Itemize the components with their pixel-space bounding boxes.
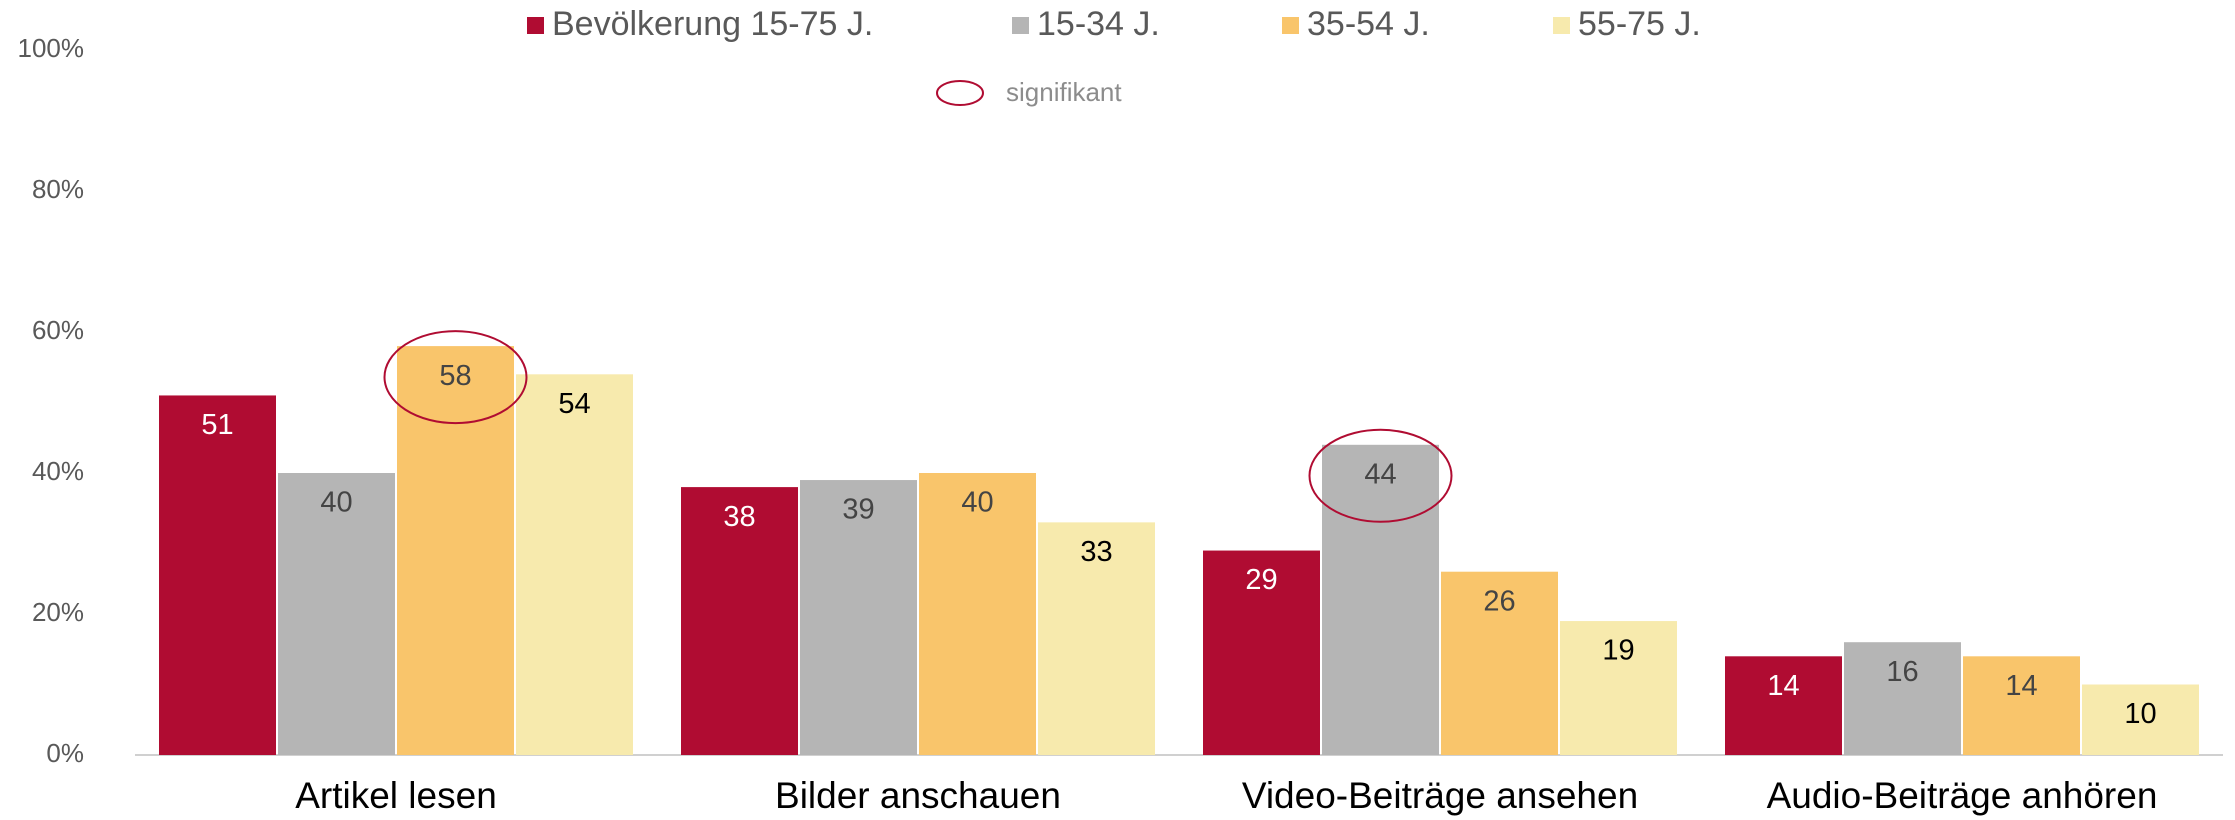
bar [919,473,1036,755]
x-tick-label: Artikel lesen [295,775,497,816]
y-tick-label: 100% [18,33,85,63]
y-tick-label: 60% [32,315,84,345]
data-label: 10 [2124,698,2156,730]
bar [1844,642,1961,755]
y-tick-label: 0% [46,738,84,768]
bar [800,480,917,755]
bar [681,487,798,755]
y-tick-label: 80% [32,174,84,204]
data-label: 40 [961,487,993,519]
y-tick-label: 40% [32,456,84,486]
data-label: 19 [1602,635,1634,667]
y-tick-label: 20% [32,597,84,627]
data-label: 40 [320,487,352,519]
bar [1560,621,1677,755]
bar [159,395,276,755]
bar [1203,550,1320,755]
bar [516,374,633,755]
bar [1322,444,1439,755]
data-label: 26 [1483,585,1515,617]
legend-highlight-label: signifikant [1006,77,1122,107]
legend-marker [1012,17,1029,34]
data-label: 38 [723,501,755,533]
data-label: 51 [201,409,233,441]
legend-marker [1282,17,1299,34]
x-tick-label: Bilder anschauen [775,775,1061,816]
bar [397,346,514,755]
highlight-ellipse [1308,428,1453,523]
data-label: 33 [1080,536,1112,568]
bar [1038,522,1155,755]
data-label: 14 [2005,670,2037,702]
bar [278,473,395,755]
bar [1725,656,1842,755]
x-tick-label: Video-Beiträge ansehen [1242,775,1638,816]
legend-label: 35-54 J. [1307,5,1430,43]
bar [2082,684,2199,755]
data-label: 54 [558,388,590,420]
data-label: 58 [439,360,471,392]
legend-label: 15-34 J. [1037,5,1160,43]
x-tick-label: Audio-Beiträge anhören [1767,775,2158,816]
data-label: 39 [842,494,874,526]
data-label: 16 [1886,656,1918,688]
highlight-ellipse [383,330,528,425]
legend-label: 55-75 J. [1578,5,1701,43]
legend-highlight-marker [936,80,984,106]
bar [1963,656,2080,755]
data-label: 44 [1364,458,1396,490]
data-label: 29 [1245,564,1277,596]
legend-label: Bevölkerung 15-75 J. [552,5,873,43]
data-label: 14 [1767,670,1799,702]
bar [1441,571,1558,755]
legend-marker [527,17,544,34]
legend-marker [1553,17,1570,34]
